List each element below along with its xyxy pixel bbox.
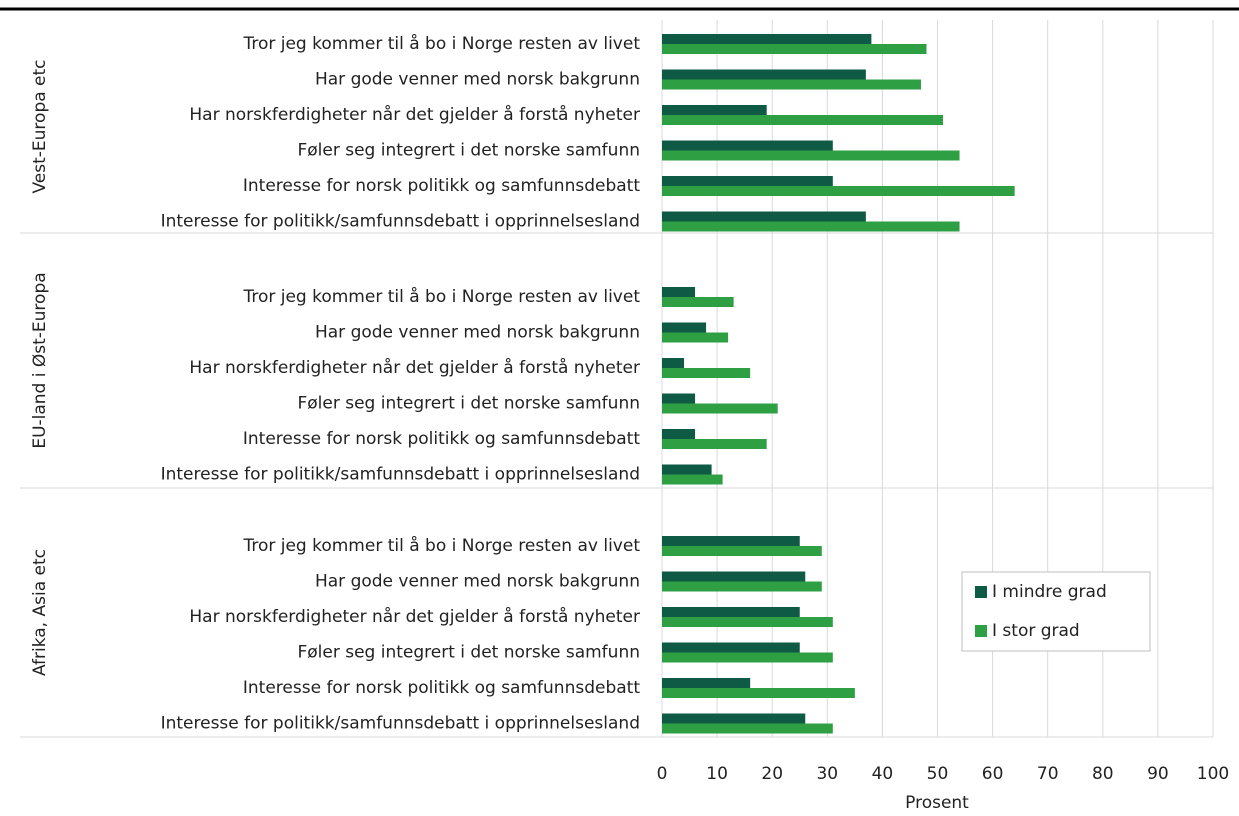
bar xyxy=(662,403,778,414)
x-tick-label: 60 xyxy=(982,764,1004,784)
legend: I mindre grad I stor grad xyxy=(961,571,1151,652)
category-label: Interesse for politikk/samfunnsdebatt i … xyxy=(161,212,640,232)
bar xyxy=(662,105,767,115)
bar xyxy=(662,474,723,485)
x-tick-label: 40 xyxy=(872,764,894,784)
bar xyxy=(662,688,855,698)
bar xyxy=(662,642,800,653)
x-tick-label: 70 xyxy=(1037,764,1059,784)
bar xyxy=(662,723,833,734)
category-label: Har gode venner med norsk bakgrunn xyxy=(315,323,640,343)
category-label: Føler seg integrert i det norske samfunn xyxy=(297,141,640,161)
bar xyxy=(662,211,866,222)
x-tick-label: 10 xyxy=(706,764,728,784)
category-label: Interesse for politikk/samfunnsdebatt i … xyxy=(161,714,640,734)
legend-swatch xyxy=(975,586,987,598)
bar xyxy=(662,678,751,688)
bar xyxy=(662,221,960,232)
category-label: Interesse for politikk/samfunnsdebatt i … xyxy=(161,465,640,485)
bar xyxy=(662,393,696,404)
bar xyxy=(662,571,806,582)
bar xyxy=(662,358,685,368)
bar xyxy=(662,607,800,617)
bar xyxy=(662,140,833,151)
legend-label: I mindre grad xyxy=(992,582,1107,602)
bar xyxy=(662,546,822,556)
category-label: Tror jeg kommer til å bo i Norge resten … xyxy=(242,33,640,54)
category-label: Tror jeg kommer til å bo i Norge resten … xyxy=(242,286,640,307)
x-tick-label: 20 xyxy=(761,764,783,784)
bar xyxy=(662,581,822,592)
category-label: Har gode venner med norsk bakgrunn xyxy=(315,572,640,592)
category-label: Har norskferdigheter når det gjelder å f… xyxy=(189,357,640,378)
bar xyxy=(662,34,872,44)
bar xyxy=(662,186,1015,196)
category-label: Interesse for norsk politikk og samfunns… xyxy=(243,429,640,449)
category-label: Føler seg integrert i det norske samfunn xyxy=(297,643,640,663)
category-label: Interesse for norsk politikk og samfunns… xyxy=(243,678,640,698)
category-label: Interesse for norsk politikk og samfunns… xyxy=(243,176,640,196)
x-tick-label: 30 xyxy=(816,764,838,784)
legend-box xyxy=(961,571,1151,652)
bar xyxy=(662,287,696,297)
group-label: EU-land i Øst-Europa xyxy=(30,272,50,448)
legend-label: I stor grad xyxy=(992,621,1080,641)
group-label: Vest-Europa etc xyxy=(30,59,50,193)
bar xyxy=(662,652,833,663)
bar xyxy=(662,176,833,186)
bar xyxy=(662,297,734,307)
category-label: Har norskferdigheter når det gjelder å f… xyxy=(189,104,640,125)
bar xyxy=(662,115,944,125)
bar xyxy=(662,79,921,90)
legend-swatch xyxy=(975,625,987,637)
bar xyxy=(662,332,729,343)
x-tick-label: 0 xyxy=(657,764,668,784)
x-tick-label: 50 xyxy=(927,764,949,784)
bar xyxy=(662,464,712,475)
bar xyxy=(662,44,927,54)
x-tick-label: 90 xyxy=(1147,764,1169,784)
bar xyxy=(662,713,806,724)
x-tick-label: 80 xyxy=(1092,764,1114,784)
category-label: Har gode venner med norsk bakgrunn xyxy=(315,70,640,90)
category-label: Har norskferdigheter når det gjelder å f… xyxy=(189,606,640,627)
bar xyxy=(662,429,696,439)
category-label: Føler seg integrert i det norske samfunn xyxy=(297,394,640,414)
bar xyxy=(662,150,960,161)
bar xyxy=(662,617,833,627)
bar xyxy=(662,322,707,333)
bar xyxy=(662,439,767,449)
category-label: Tror jeg kommer til å bo i Norge resten … xyxy=(242,535,640,556)
bar xyxy=(662,69,866,80)
x-axis-label: Prosent xyxy=(905,793,969,813)
bar xyxy=(662,536,800,546)
bar xyxy=(662,368,751,378)
x-tick-label: 100 xyxy=(1197,764,1229,784)
group-label: Afrika, Asia etc xyxy=(30,549,50,676)
